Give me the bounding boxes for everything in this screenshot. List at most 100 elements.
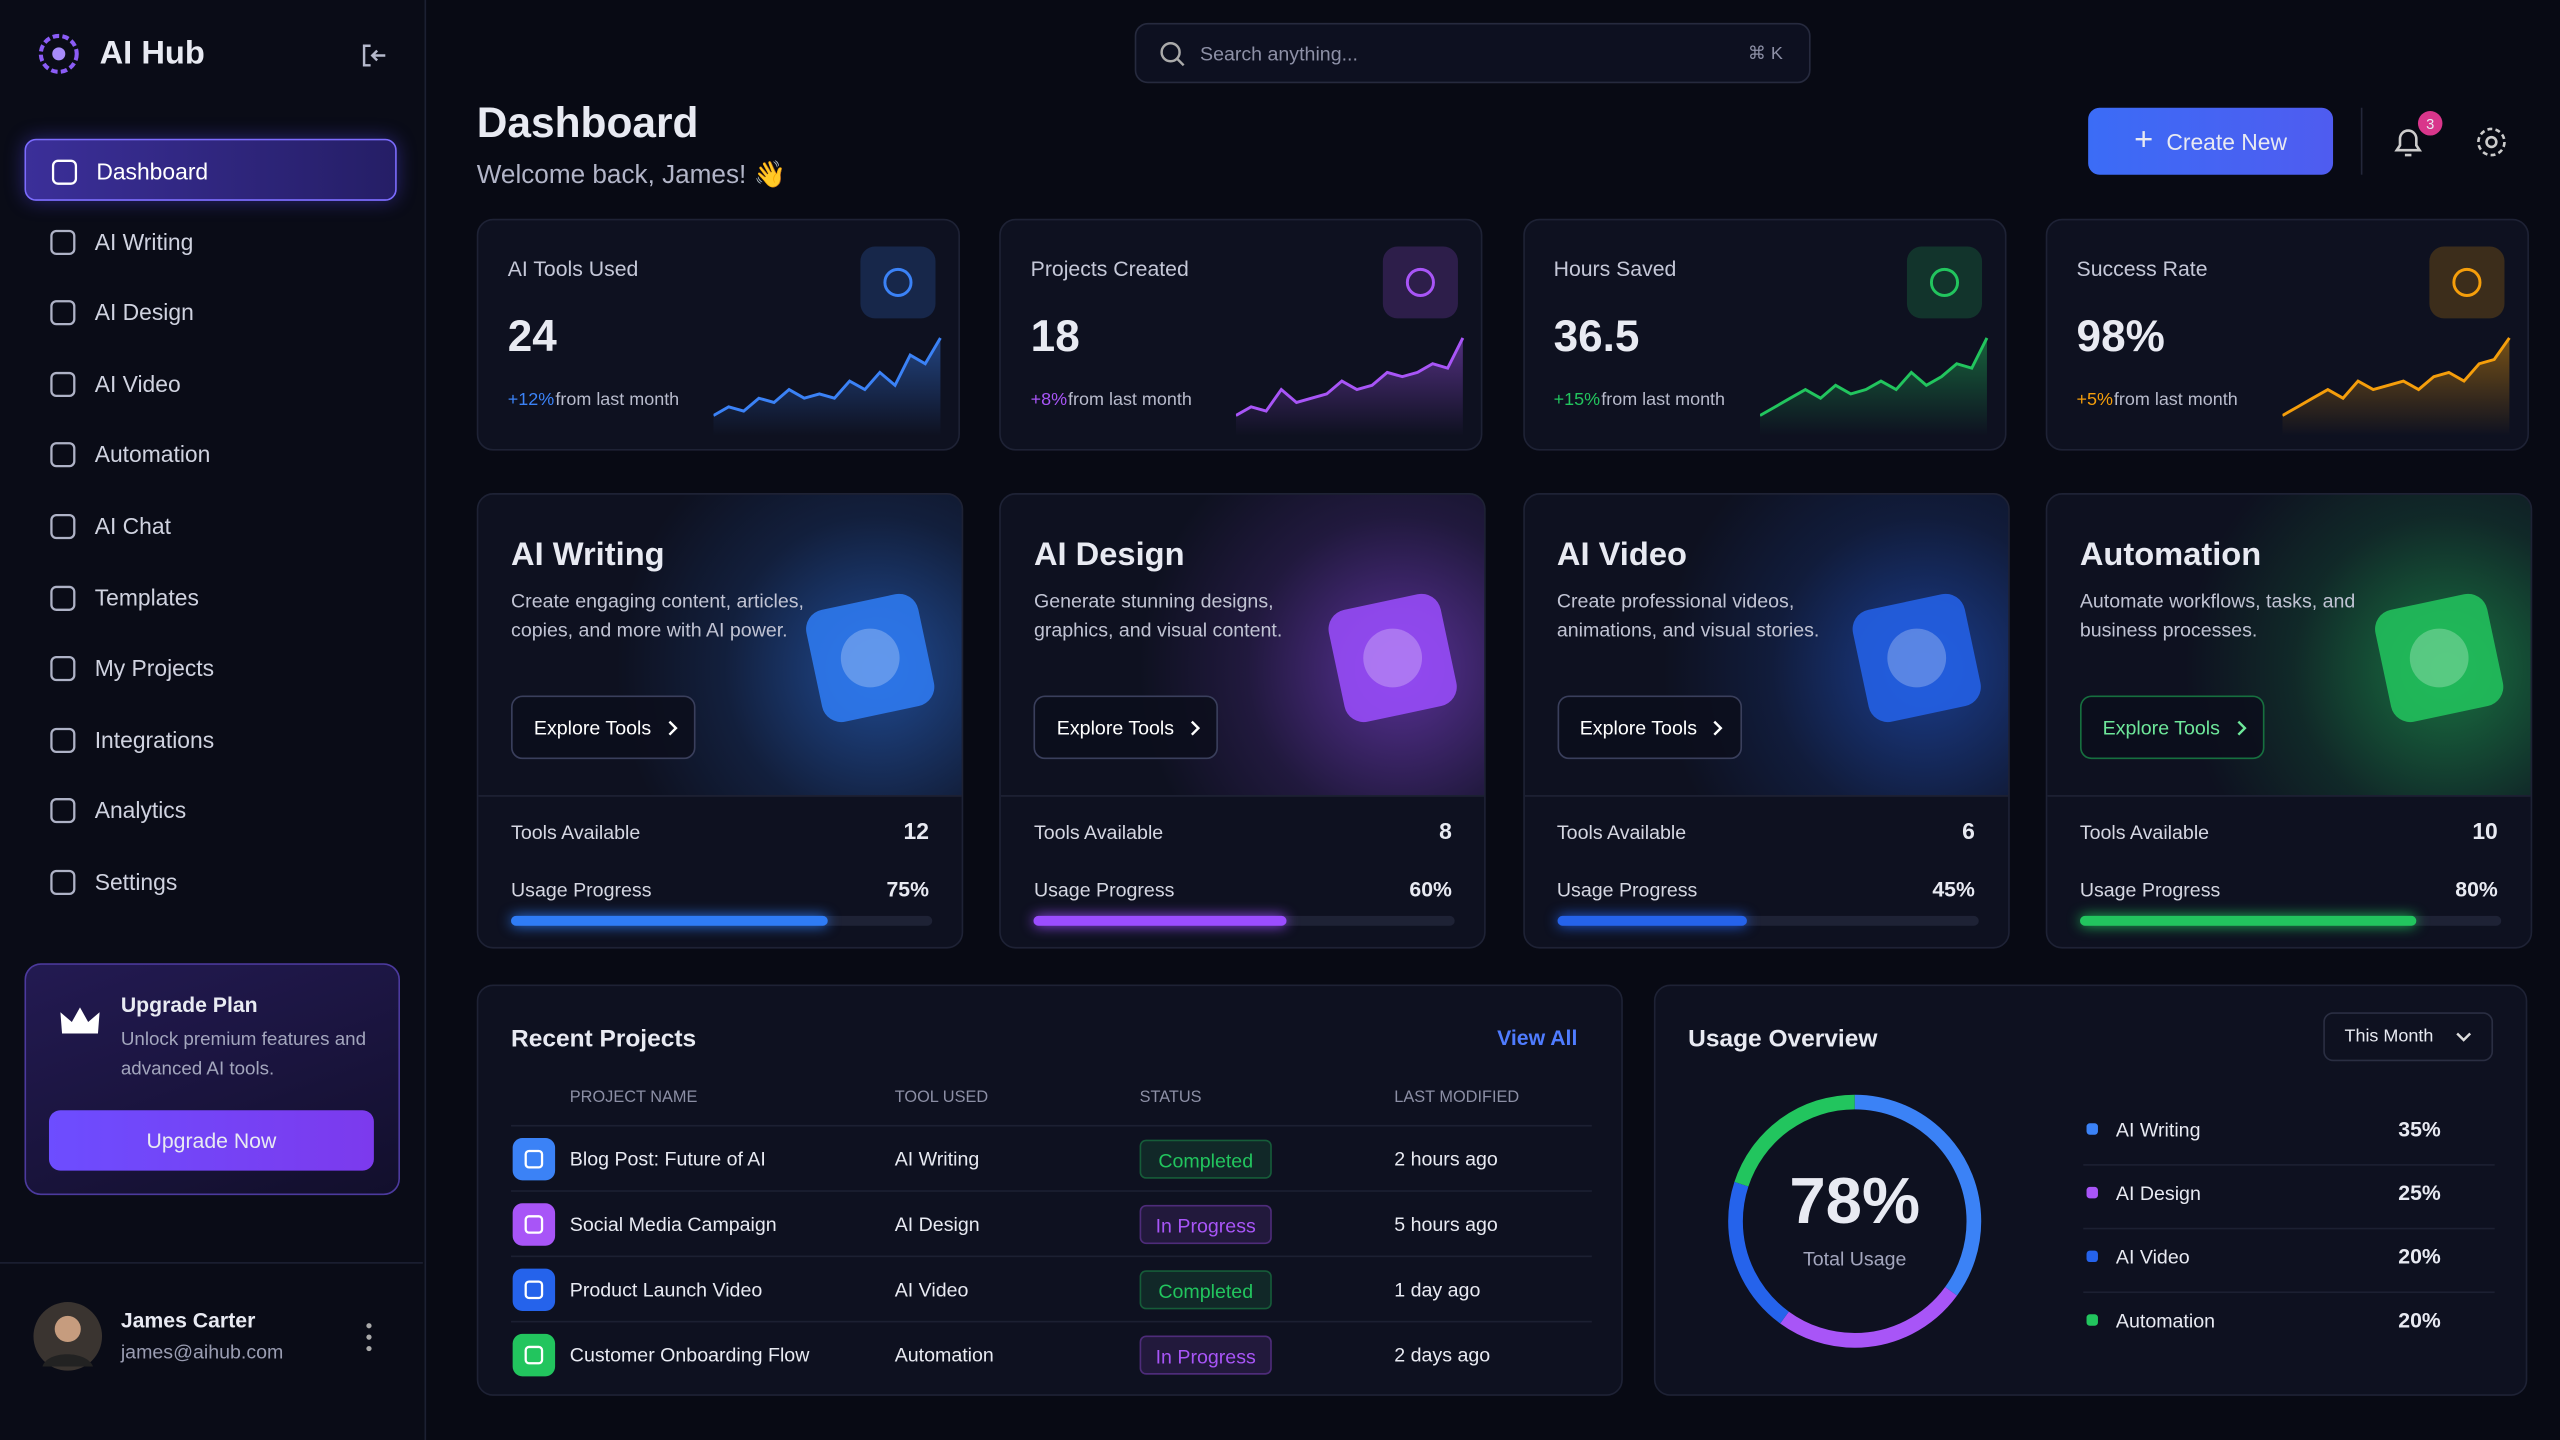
sparkline-line xyxy=(1236,337,1465,417)
project-icon xyxy=(512,1333,556,1377)
progress-text: Usage Progress xyxy=(1556,878,1698,902)
tools-available: 10 xyxy=(2472,817,2498,845)
donut xyxy=(1728,1094,1982,1348)
progress-track xyxy=(1556,915,1979,926)
explore-button[interactable]: Explore Tools xyxy=(511,695,696,760)
sparkline xyxy=(1759,337,1988,436)
avatar xyxy=(33,1302,103,1371)
nav-item[interactable]: Integrations xyxy=(24,708,396,770)
explore-button[interactable]: Explore Tools xyxy=(1033,695,1219,760)
last-modified: 2 days ago xyxy=(1394,1343,1491,1367)
nav-item[interactable]: AI Chat xyxy=(24,495,396,557)
usage-title: Usage Overview xyxy=(1688,1025,1878,1054)
project-name: Product Launch Video xyxy=(569,1278,763,1302)
nav-label: Dashboard xyxy=(96,158,209,185)
tool-used: AI Writing xyxy=(894,1147,980,1171)
explore-button[interactable]: Explore Tools xyxy=(1556,695,1742,760)
stat-change: +15% xyxy=(1553,390,1601,410)
nav-icon xyxy=(50,300,76,326)
icon xyxy=(524,1149,544,1169)
icon xyxy=(524,1345,544,1365)
progress-bar xyxy=(1556,915,1747,926)
status-badge: In Progress xyxy=(1139,1204,1272,1245)
legend-name: AI Video xyxy=(2115,1245,2190,1269)
stat-change: +5% xyxy=(2076,390,2114,410)
explore-button[interactable]: Explore Tools xyxy=(2079,695,2265,760)
progress-text: Usage Progress xyxy=(2079,878,2221,902)
tool-illustration xyxy=(2374,593,2504,723)
collapse-button[interactable] xyxy=(359,41,388,70)
upgrade-text: Unlock premium features and advanced AI … xyxy=(120,1030,367,1080)
nav-item[interactable]: Automation xyxy=(24,423,396,485)
period-label: This Month xyxy=(2344,1026,2434,1047)
tools-available-label: Tools Available xyxy=(1033,821,1164,845)
user-menu[interactable] xyxy=(362,1321,375,1354)
upgrade-button[interactable]: Upgrade Now xyxy=(48,1110,374,1171)
stat-card: AI Tools Used 24 +12% from last month xyxy=(476,218,960,451)
recent-projects: Recent Projects View All PROJECT NAME TOO… xyxy=(476,984,1623,1396)
chevron xyxy=(2237,719,2247,735)
legend-name: Automation xyxy=(2115,1309,2216,1333)
last-modified: 1 day ago xyxy=(1394,1278,1481,1302)
explore-label: Explore Tools xyxy=(2102,715,2220,739)
view-all[interactable]: View All xyxy=(1497,1025,1578,1050)
stat-card: Success Rate 98% +5% from last month xyxy=(2045,218,2529,451)
tool-illustration xyxy=(1851,593,1981,723)
legend-dot xyxy=(2086,1314,2098,1326)
project-icon xyxy=(512,1203,556,1246)
stat-icon xyxy=(1383,246,1459,319)
page-title: Dashboard xyxy=(476,97,699,147)
nav-label: AI Design xyxy=(94,299,194,326)
nav-item[interactable]: Dashboard xyxy=(24,138,397,201)
donut-segment xyxy=(1728,1094,1982,1348)
row-divider xyxy=(511,1190,1592,1192)
sparkline xyxy=(2282,337,2511,436)
nav-item[interactable]: Templates xyxy=(24,566,396,628)
bell-button[interactable] xyxy=(2390,124,2426,160)
crown-icon xyxy=(60,1007,100,1034)
explore-label: Explore Tools xyxy=(1579,715,1698,739)
explore-label: Explore Tools xyxy=(1056,715,1175,739)
donut-segment xyxy=(1728,1094,1982,1348)
settings-button[interactable] xyxy=(2473,124,2509,160)
nav-item[interactable]: Settings xyxy=(24,851,396,913)
recent-title: Recent Projects xyxy=(511,1025,697,1054)
progress-label: 80% xyxy=(2455,876,2498,902)
legend-dot xyxy=(2086,1186,2098,1199)
nav-item[interactable]: AI Writing xyxy=(24,210,396,272)
legend-value: 35% xyxy=(2398,1116,2441,1142)
tool-title: Automation xyxy=(2079,537,2262,574)
legend-divider xyxy=(2083,1227,2495,1230)
progress-text: Usage Progress xyxy=(1033,878,1175,902)
usage-total-label: Total Usage xyxy=(1802,1247,1907,1271)
stat-icon xyxy=(1906,246,1982,319)
stat-value: 18 xyxy=(1030,311,1080,361)
explore-label: Explore Tools xyxy=(533,715,652,739)
create-button[interactable]: + Create New xyxy=(2088,107,2334,175)
nav-icon xyxy=(50,585,76,611)
tool-used: Automation xyxy=(894,1343,994,1367)
chevron xyxy=(1714,719,1724,735)
nav-label: Automation xyxy=(94,441,211,468)
search-box[interactable]: Search anything... ⌘ K xyxy=(1134,22,1811,84)
nav-item[interactable]: AI Video xyxy=(24,352,396,414)
tool-description: Create professional videos, animations, … xyxy=(1556,589,1820,642)
project-name: Blog Post: Future of AI xyxy=(569,1147,766,1171)
nav-item[interactable]: AI Design xyxy=(24,281,396,343)
nav-item[interactable]: Analytics xyxy=(24,779,396,841)
stat-note: from last month xyxy=(555,390,680,410)
logo-icon xyxy=(38,33,79,74)
progress-label: 75% xyxy=(886,876,929,902)
upgrade-box: Upgrade Plan Unlock premium features and… xyxy=(24,963,400,1196)
stat-card: Hours Saved 36.5 +15% from last month xyxy=(1522,218,2006,451)
stat-change: +12% xyxy=(507,390,555,410)
project-name: Customer Onboarding Flow xyxy=(569,1343,810,1367)
nav-icon xyxy=(50,727,76,753)
period-select[interactable]: This Month xyxy=(2323,1012,2494,1062)
nav-label: Templates xyxy=(94,583,199,610)
status-badge: Completed xyxy=(1139,1139,1272,1179)
nav-item[interactable]: My Projects xyxy=(24,637,396,699)
brand: AI Hub xyxy=(99,35,205,72)
nav-icon xyxy=(50,513,76,540)
